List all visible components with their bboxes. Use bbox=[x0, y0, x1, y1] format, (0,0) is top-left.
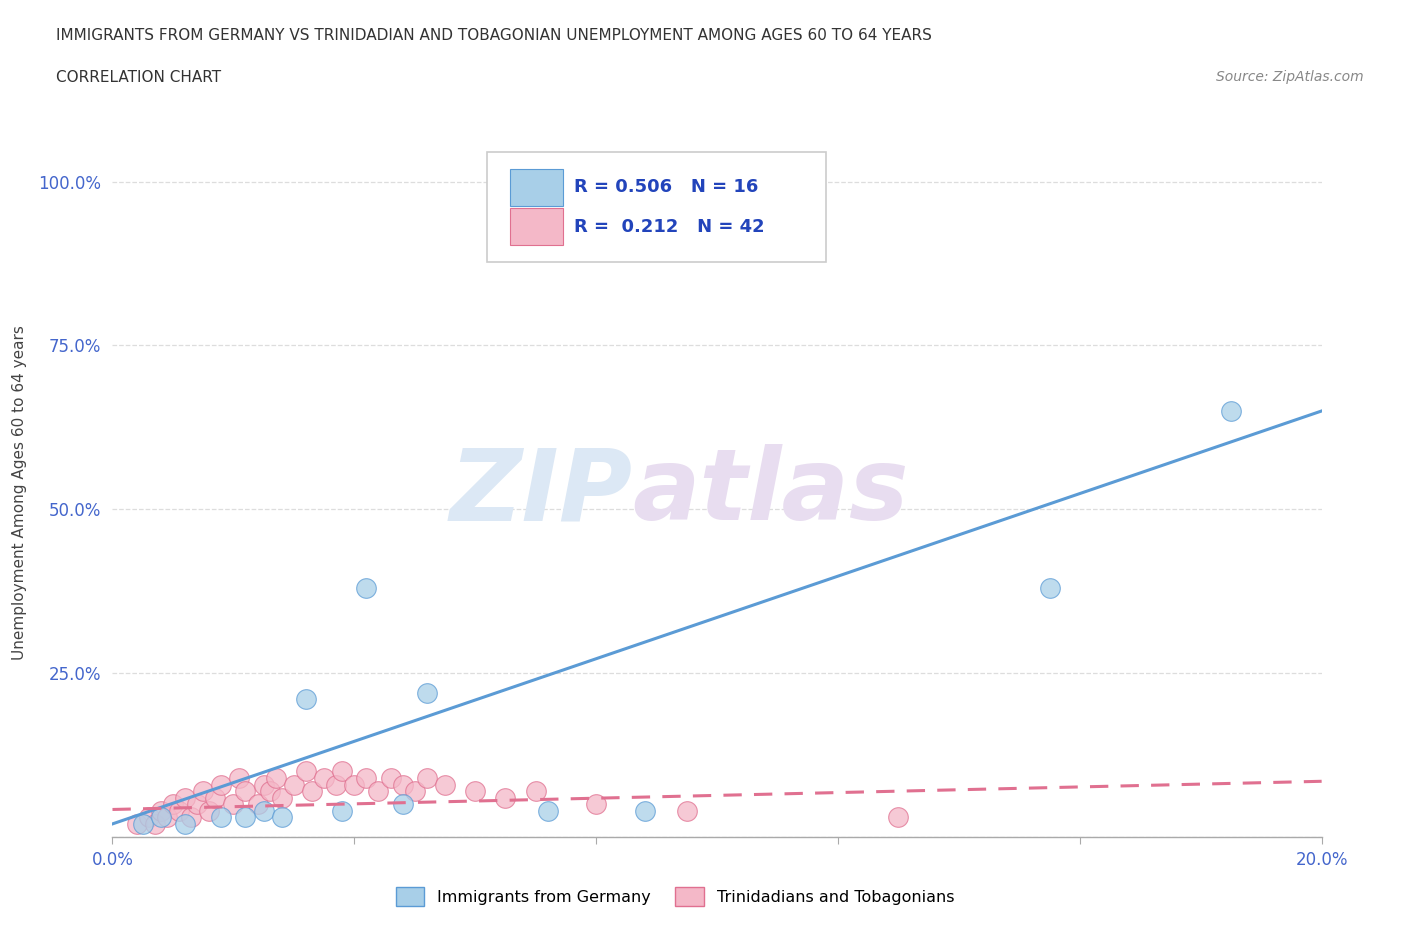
Point bbox=[416, 685, 439, 700]
Point bbox=[270, 790, 292, 805]
Point bbox=[149, 804, 172, 818]
Point bbox=[380, 771, 402, 786]
Point bbox=[270, 810, 292, 825]
Point bbox=[253, 804, 276, 818]
Point bbox=[186, 797, 208, 812]
Point bbox=[295, 692, 318, 707]
Point bbox=[222, 797, 245, 812]
Point bbox=[325, 777, 347, 792]
Point bbox=[391, 797, 413, 812]
Point bbox=[367, 784, 389, 799]
Point bbox=[174, 817, 197, 831]
Text: IMMIGRANTS FROM GERMANY VS TRINIDADIAN AND TOBAGONIAN UNEMPLOYMENT AMONG AGES 60: IMMIGRANTS FROM GERMANY VS TRINIDADIAN A… bbox=[56, 28, 932, 43]
Point bbox=[330, 804, 353, 818]
Point bbox=[253, 777, 276, 792]
Point bbox=[156, 810, 179, 825]
Point bbox=[404, 784, 426, 799]
Text: R = 0.506   N = 16: R = 0.506 N = 16 bbox=[575, 179, 759, 196]
FancyBboxPatch shape bbox=[510, 168, 564, 206]
Point bbox=[314, 771, 336, 786]
Text: R =  0.212   N = 42: R = 0.212 N = 42 bbox=[575, 218, 765, 235]
Point bbox=[198, 804, 221, 818]
Point bbox=[537, 804, 560, 818]
Point bbox=[356, 580, 378, 595]
Point bbox=[138, 810, 160, 825]
Point bbox=[174, 790, 197, 805]
Point bbox=[585, 797, 607, 812]
Text: ZIP: ZIP bbox=[450, 445, 633, 541]
Point bbox=[209, 810, 232, 825]
Point bbox=[283, 777, 305, 792]
Point bbox=[887, 810, 910, 825]
Y-axis label: Unemployment Among Ages 60 to 64 years: Unemployment Among Ages 60 to 64 years bbox=[13, 326, 27, 660]
Point bbox=[464, 784, 486, 799]
Point bbox=[1220, 404, 1243, 418]
Point bbox=[149, 810, 172, 825]
Point bbox=[416, 771, 439, 786]
Text: Source: ZipAtlas.com: Source: ZipAtlas.com bbox=[1216, 70, 1364, 84]
Point bbox=[162, 797, 184, 812]
Point bbox=[301, 784, 323, 799]
Point bbox=[264, 771, 287, 786]
Point bbox=[391, 777, 413, 792]
Point bbox=[356, 771, 378, 786]
Point bbox=[180, 810, 202, 825]
Point bbox=[191, 784, 214, 799]
Point bbox=[209, 777, 232, 792]
Point bbox=[132, 817, 155, 831]
Point bbox=[433, 777, 456, 792]
Point bbox=[330, 764, 353, 779]
Point bbox=[125, 817, 148, 831]
Point bbox=[675, 804, 697, 818]
Legend: Immigrants from Germany, Trinidadians and Tobagonians: Immigrants from Germany, Trinidadians an… bbox=[389, 881, 960, 912]
Point bbox=[235, 784, 257, 799]
Point bbox=[204, 790, 226, 805]
Point bbox=[524, 784, 547, 799]
Point bbox=[343, 777, 366, 792]
Point bbox=[228, 771, 250, 786]
Point bbox=[495, 790, 517, 805]
Point bbox=[633, 804, 655, 818]
Point bbox=[1038, 580, 1062, 595]
Text: CORRELATION CHART: CORRELATION CHART bbox=[56, 70, 221, 85]
Point bbox=[259, 784, 281, 799]
FancyBboxPatch shape bbox=[488, 153, 825, 262]
Point bbox=[143, 817, 166, 831]
Point bbox=[246, 797, 269, 812]
FancyBboxPatch shape bbox=[510, 208, 564, 246]
Point bbox=[295, 764, 318, 779]
Point bbox=[235, 810, 257, 825]
Point bbox=[167, 804, 190, 818]
Text: atlas: atlas bbox=[633, 445, 908, 541]
